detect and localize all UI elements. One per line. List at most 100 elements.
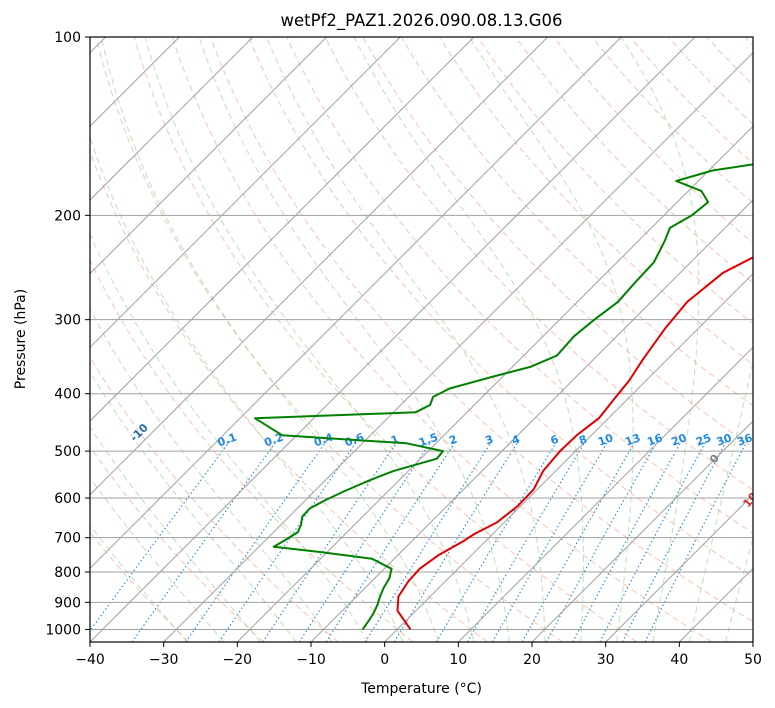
x-tick-label: 40 bbox=[670, 652, 688, 668]
isotherm-line bbox=[90, 37, 401, 349]
x-tick-label: 0 bbox=[380, 652, 389, 668]
x-tick-label: −30 bbox=[149, 652, 179, 668]
moist-adiabat-line bbox=[266, 37, 546, 642]
dry-adiabat-line bbox=[171, 37, 712, 642]
moist-adiabat-line bbox=[90, 476, 225, 642]
isotherm-line bbox=[236, 125, 753, 642]
mixing-ratio-line bbox=[545, 440, 659, 642]
dry-adiabats bbox=[90, 37, 753, 642]
y-tick-label: 800 bbox=[54, 565, 81, 581]
moist-adiabat-line bbox=[198, 37, 510, 642]
mixing-ratio-line bbox=[364, 440, 493, 642]
x-tick-label: 10 bbox=[449, 652, 467, 668]
x-axis-label: Temperature (°C) bbox=[360, 681, 482, 697]
mixing-ratio-line bbox=[435, 440, 558, 642]
mixing-ratio-line bbox=[262, 440, 399, 642]
y-tick-label: 300 bbox=[54, 313, 81, 329]
isotherm-line bbox=[531, 420, 753, 642]
moist-adiabat-line bbox=[90, 426, 261, 642]
mixing-ratio-line bbox=[393, 440, 520, 642]
mixing-ratio-line bbox=[218, 440, 358, 642]
isotherm-line bbox=[90, 37, 622, 570]
isotherm-line bbox=[90, 37, 475, 422]
moist-adiabat-line bbox=[90, 308, 333, 642]
isotherm-line bbox=[163, 51, 753, 642]
mixing-ratio-label: 30 bbox=[715, 431, 734, 449]
isotherm-line bbox=[90, 37, 549, 496]
mixing-ratio-line bbox=[131, 440, 278, 642]
x-tick-label: −10 bbox=[296, 652, 326, 668]
mixing-ratio-label: 0.4 bbox=[312, 430, 335, 449]
moist-adiabat-label: 10 bbox=[741, 490, 761, 510]
mixing-ratio-label: 4 bbox=[510, 432, 522, 447]
moist-adiabat-line bbox=[725, 536, 753, 642]
dry-adiabat-line bbox=[90, 356, 339, 642]
dry-adiabat-line bbox=[90, 445, 264, 642]
dry-adiabat-line bbox=[133, 37, 638, 642]
isotherm-line bbox=[384, 272, 753, 642]
isotherm-line bbox=[90, 37, 328, 275]
moist-adiabat-line bbox=[90, 232, 369, 642]
mixing-ratio-label: 0.1 bbox=[216, 431, 239, 450]
isotherm-line bbox=[310, 199, 753, 642]
isotherm-line bbox=[90, 37, 696, 642]
moist-adiabat-line bbox=[688, 358, 753, 642]
moist-adiabat-line bbox=[620, 37, 700, 642]
dry-adiabat-line bbox=[668, 37, 753, 125]
mixing-ratio-label: 20 bbox=[670, 431, 689, 449]
moist-adiabat-line bbox=[100, 37, 439, 642]
mixing-ratio-label: 13 bbox=[623, 431, 642, 448]
dry-adiabat-line bbox=[477, 37, 753, 325]
plot-frame bbox=[89, 36, 754, 643]
x-tick-label: −20 bbox=[223, 652, 253, 668]
y-tick-label: 900 bbox=[54, 595, 81, 611]
dry-adiabat-line bbox=[515, 37, 753, 284]
mixing-ratio-label: 8 bbox=[577, 433, 589, 448]
chart-title: wetPf2_PAZ1.2026.090.08.13.G06 bbox=[280, 11, 562, 31]
dry-adiabat-line bbox=[553, 37, 753, 244]
mixing-ratio-label: 10 bbox=[596, 431, 615, 449]
x-tick-label: 30 bbox=[597, 652, 615, 668]
moist-adiabat-line bbox=[90, 135, 404, 642]
dry-adiabat-line bbox=[95, 37, 563, 642]
moist-adiabat-line bbox=[469, 37, 634, 642]
dry-adiabat-line bbox=[400, 37, 753, 407]
profile-series bbox=[253, 163, 753, 630]
isotherm-line bbox=[752, 641, 753, 642]
temperature-profile-line bbox=[396, 256, 753, 630]
dry-adiabat-line bbox=[438, 37, 753, 366]
axis-ticks: −40 −30 −20 −10 0 10 20 30 40 50 1000 900 800 700 600 5… bbox=[45, 30, 762, 668]
mixing-ratio-line bbox=[298, 440, 432, 642]
mixing-ratio-label: 2 bbox=[447, 433, 459, 448]
isotherm-line bbox=[457, 346, 753, 642]
isotherm-line bbox=[90, 37, 254, 201]
mixing-ratio-label: 25 bbox=[694, 431, 713, 448]
mixing-ratio-line bbox=[467, 440, 587, 642]
mixing-ratio-label: 1.5 bbox=[417, 431, 440, 450]
y-tick-label: 1000 bbox=[45, 622, 81, 638]
y-tick-label: 600 bbox=[54, 491, 81, 507]
x-tick-label: −40 bbox=[75, 652, 105, 668]
mixing-ratio-line bbox=[185, 440, 328, 642]
mixing-ratio-line bbox=[599, 440, 707, 642]
dry-adiabat-line bbox=[286, 37, 753, 534]
mixing-ratio-line bbox=[325, 440, 457, 642]
isotherm-line bbox=[605, 493, 753, 642]
isotherm-line bbox=[678, 567, 753, 642]
mixing-ratio-line bbox=[491, 440, 609, 642]
y-tick-label: 500 bbox=[54, 444, 81, 460]
dry-adiabat-line bbox=[362, 37, 753, 449]
dry-adiabat-label: -10 bbox=[128, 421, 151, 444]
dry-adiabat-line bbox=[90, 259, 414, 642]
mixing-ratio-line bbox=[521, 440, 637, 642]
y-tick-label: 700 bbox=[54, 531, 81, 547]
isotherms bbox=[90, 37, 753, 642]
mixing-ratio-label: 3 bbox=[483, 433, 495, 448]
moist-adiabat-line bbox=[90, 524, 188, 642]
y-axis-label: Pressure (hPa) bbox=[13, 289, 29, 389]
dry-adiabat-line bbox=[591, 37, 753, 204]
mixing-ratio-label: 0.2 bbox=[262, 431, 285, 450]
mixing-ratio-label: 16 bbox=[645, 431, 664, 449]
dewpoint-profile-line bbox=[253, 163, 753, 630]
